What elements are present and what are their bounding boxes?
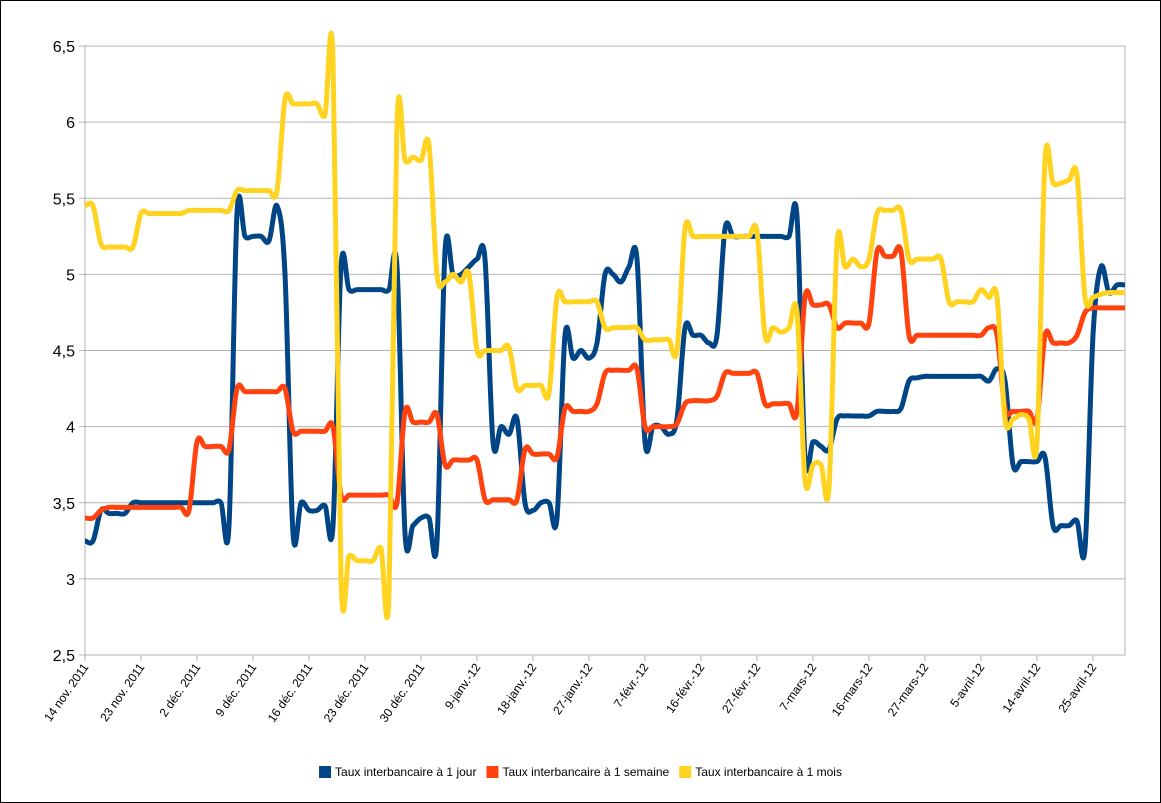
- legend-swatch: [486, 766, 499, 778]
- series-line: [84, 31, 1125, 621]
- series-line: [84, 244, 1125, 522]
- legend-swatch: [319, 766, 332, 778]
- y-tick-label: 4,5: [53, 344, 75, 361]
- y-tick-label: 6: [66, 115, 75, 132]
- y-tick-label: 6,5: [53, 39, 75, 56]
- plot-area: [84, 45, 1126, 656]
- legend-label: Taux interbancaire à 1 mois: [695, 765, 842, 779]
- legend-label: Taux interbancaire à 1 semaine: [502, 765, 669, 779]
- legend: Taux interbancaire à 1 jour Taux interban…: [319, 765, 842, 779]
- legend-label: Taux interbancaire à 1 jour: [335, 765, 476, 779]
- y-tick-label: 2,5: [53, 648, 75, 665]
- y-tick-label: 3: [66, 572, 75, 589]
- series-line: [84, 193, 1126, 561]
- legend-swatch: [679, 766, 692, 778]
- y-tick-label: 4: [66, 420, 75, 437]
- y-tick-label: 5: [66, 267, 75, 284]
- y-tick-label: 3,5: [53, 496, 75, 513]
- y-tick-label: 5,5: [53, 191, 75, 208]
